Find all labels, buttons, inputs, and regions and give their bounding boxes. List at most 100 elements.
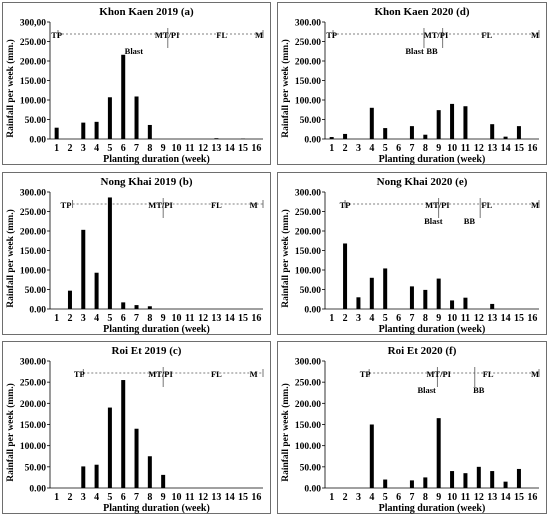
bar (329, 137, 334, 139)
y-axis-label: Rainfall per week (mm.) (5, 39, 16, 138)
x-tick-label: 16 (251, 143, 261, 154)
y-axis-label: Rainfall per week (mm.) (280, 383, 291, 482)
x-tick-label: 16 (527, 143, 537, 154)
x-tick-label: 5 (383, 313, 388, 324)
y-tick-label: 250.00 (20, 208, 46, 218)
bar (516, 468, 521, 488)
x-axis-label: Planting duration (week) (379, 324, 486, 335)
bar (490, 303, 495, 309)
y-axis-label: Rainfall per week (mm.) (280, 39, 291, 138)
bar (147, 124, 152, 139)
stage-label: Blast (417, 385, 436, 395)
chart-panel: Roi Et 2020 (f) 0.00 50.00 100.00 150.00 200.… (277, 341, 547, 514)
y-tick-label: 250.00 (20, 38, 46, 48)
stage-label: FL (211, 369, 222, 379)
x-tick-label: 7 (409, 143, 414, 154)
chart-panel: Nong Khai 2019 (b) 0.00 50.00 100.00 150.00 2… (2, 172, 271, 335)
y-tick-label: 50.00 (300, 116, 322, 126)
stage-label: FL (211, 200, 222, 210)
x-tick-label: 5 (383, 143, 388, 154)
x-tick-label: 5 (107, 313, 112, 324)
stage-label: M (531, 200, 539, 210)
chart-title: Khon Kaen 2020 (d) (374, 6, 469, 18)
bar (436, 418, 441, 488)
x-tick-label: 2 (67, 143, 72, 154)
bar (67, 290, 72, 309)
bar (161, 474, 166, 488)
x-axis-label: Planting duration (week) (103, 503, 210, 514)
x-tick-label: 14 (225, 313, 235, 324)
bar (134, 305, 139, 309)
y-tick-label: 0.00 (29, 306, 46, 316)
x-tick-label: 9 (436, 143, 441, 154)
x-tick-label: 4 (94, 492, 99, 503)
x-tick-label: 14 (225, 143, 235, 154)
bar (450, 103, 455, 139)
bar (81, 229, 86, 309)
x-tick-label: 5 (383, 492, 388, 503)
y-tick-label: 300.00 (295, 19, 321, 29)
stage-label: TP (61, 200, 72, 210)
bar (343, 243, 348, 309)
y-tick-label: 0.00 (304, 136, 321, 146)
x-tick-label: 9 (161, 143, 166, 154)
bar (343, 133, 348, 139)
chart-panel: Khon Kaen 2019 (a) 0.00 50.00 100.00 150.00 2… (2, 2, 271, 165)
x-tick-label: 12 (198, 143, 208, 154)
stage-label: MT/PI (424, 30, 449, 40)
bar (490, 124, 495, 139)
x-tick-label: 1 (329, 492, 334, 503)
chart-title: Roi Et 2020 (f) (388, 345, 457, 357)
x-tick-label: 1 (54, 492, 59, 503)
x-tick-label: 3 (81, 492, 86, 503)
y-axis-label: Rainfall per week (mm.) (280, 209, 291, 308)
x-tick-label: 11 (185, 143, 194, 154)
x-tick-label: 15 (514, 143, 524, 154)
bar (94, 121, 99, 139)
y-tick-label: 200.00 (20, 228, 46, 238)
x-tick-label: 13 (211, 313, 221, 324)
y-tick-label: 300.00 (295, 189, 321, 199)
bar (147, 306, 152, 309)
bar (450, 471, 455, 488)
chart-title: Nong Khai 2019 (b) (101, 176, 193, 188)
x-tick-label: 13 (211, 492, 221, 503)
x-tick-label: 8 (147, 492, 152, 503)
x-tick-label: 12 (474, 313, 484, 324)
x-tick-label: 7 (134, 313, 139, 324)
x-tick-label: 1 (54, 143, 59, 154)
x-tick-label: 12 (474, 143, 484, 154)
x-tick-label: 3 (356, 313, 361, 324)
bar (423, 134, 428, 139)
x-tick-label: 12 (198, 313, 208, 324)
x-tick-label: 14 (501, 492, 511, 503)
x-tick-label: 15 (514, 492, 524, 503)
x-tick-label: 5 (107, 492, 112, 503)
x-tick-label: 1 (329, 143, 334, 154)
bar (107, 97, 112, 139)
bar (490, 471, 495, 488)
bar (409, 480, 414, 488)
stage-label: M (531, 369, 539, 379)
stage-label: FL (216, 30, 227, 40)
x-tick-label: 3 (356, 492, 361, 503)
bar (356, 297, 361, 309)
x-tick-label: 9 (161, 313, 166, 324)
y-tick-label: 250.00 (295, 208, 321, 218)
bar (383, 268, 388, 309)
x-tick-label: 14 (501, 313, 511, 324)
x-axis-label: Planting duration (week) (103, 154, 210, 165)
bar (121, 380, 126, 488)
x-tick-label: 3 (81, 313, 86, 324)
x-tick-label: 13 (211, 143, 221, 154)
stage-label: Blast (125, 46, 144, 56)
y-tick-label: 50.00 (300, 463, 322, 473)
y-tick-label: 200.00 (20, 58, 46, 68)
bar (463, 473, 468, 488)
x-tick-label: 9 (436, 313, 441, 324)
x-tick-label: 16 (527, 313, 537, 324)
bar (369, 277, 374, 309)
x-tick-label: 13 (487, 492, 497, 503)
stage-label: M (531, 30, 539, 40)
x-tick-label: 11 (461, 492, 470, 503)
